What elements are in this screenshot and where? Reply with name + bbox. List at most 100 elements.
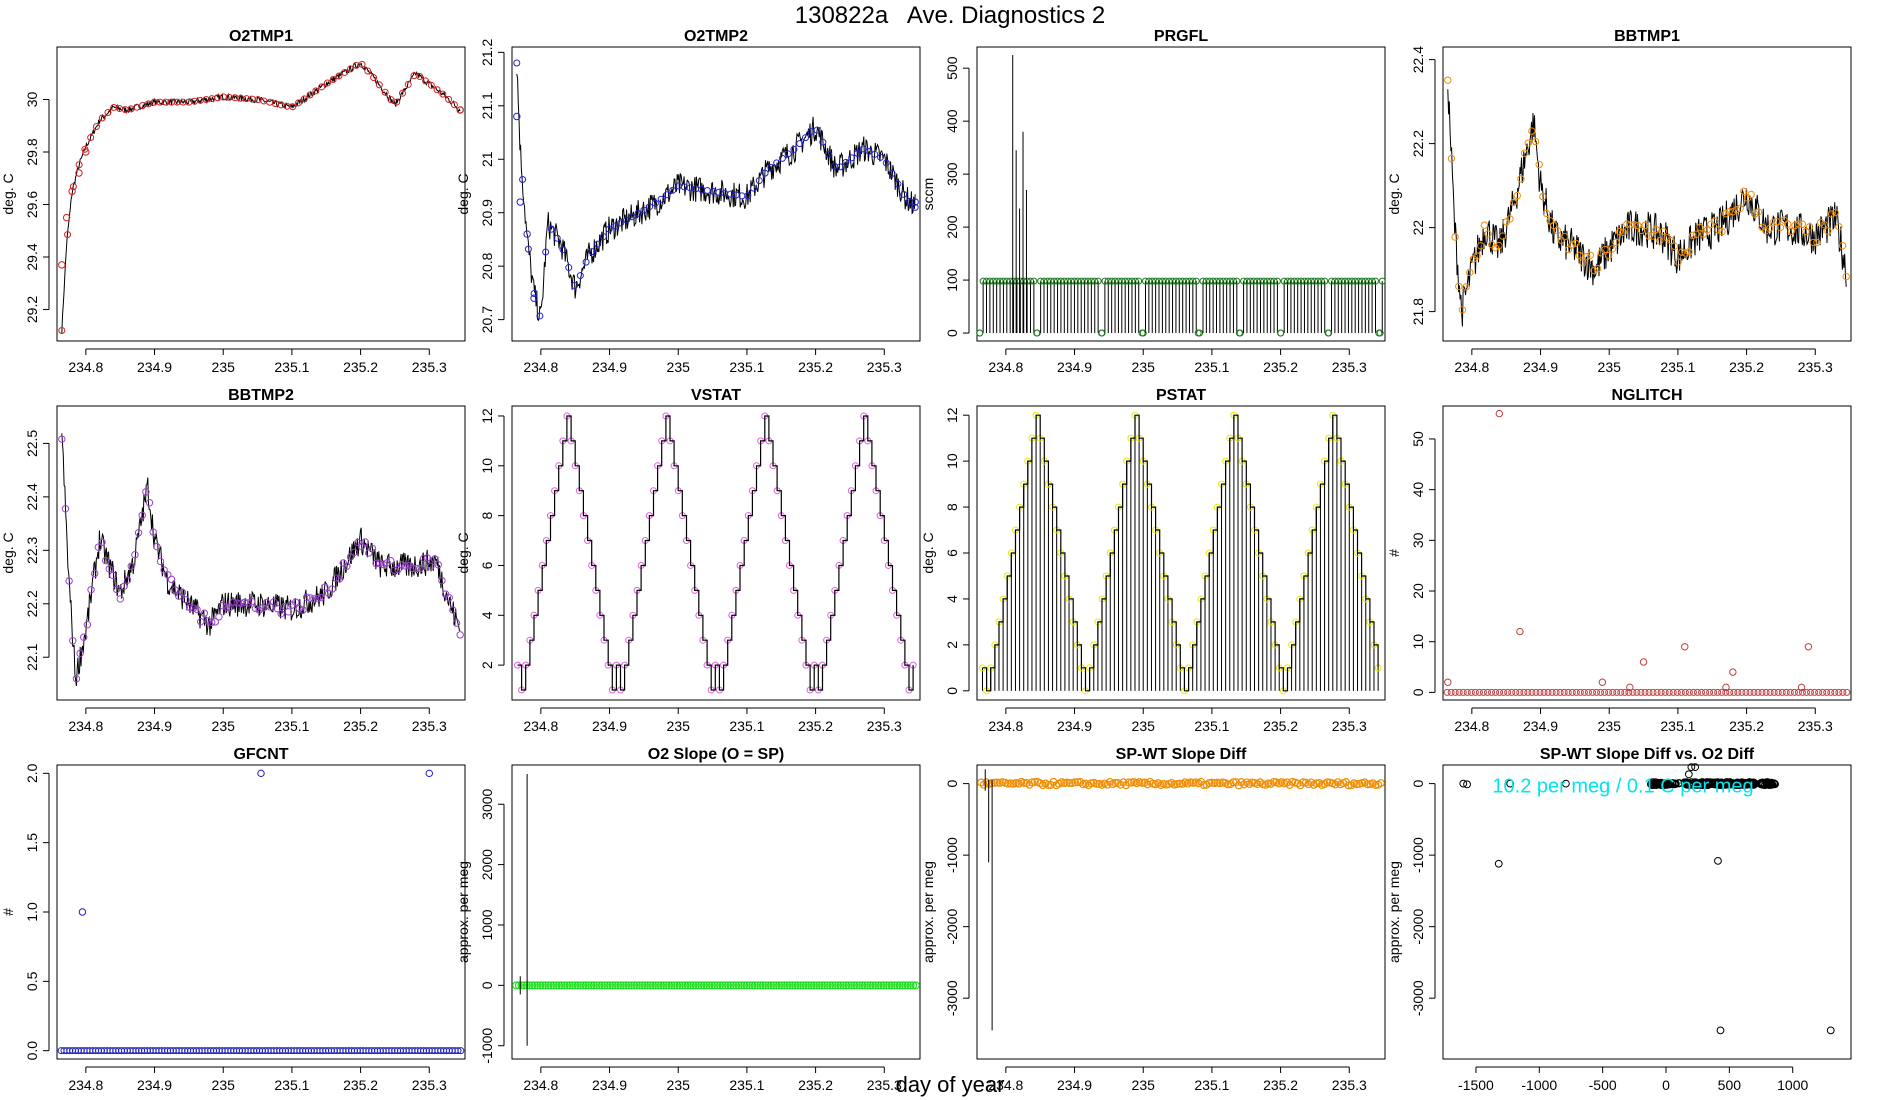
data-point [1698,688,1706,696]
x-tick-label: 235.1 [1660,359,1695,375]
data-point [1776,223,1785,232]
data-point [767,981,776,990]
data-point [1376,779,1385,788]
data-point [579,981,588,990]
data-point [1495,409,1504,418]
series-line [517,415,914,691]
data-point [552,981,561,990]
data-point [1492,688,1500,696]
data-point [839,981,848,990]
chart-title: PRGFL [1154,28,1208,45]
x-tick-label: 234.9 [137,1077,172,1093]
data-point [332,574,340,582]
data-point [1827,688,1835,696]
y-axis-label: sccm [920,178,936,211]
chart-title: NGLITCH [1611,387,1682,404]
data-point [1233,277,1241,285]
data-point [75,161,83,169]
data-point [1540,688,1548,696]
data-point [573,981,582,990]
chart-o2-slope-o-sp: O2 Slope (O = SP) 234.8 234.9 235 235.1 235.2… [455,746,921,1093]
data-point [651,199,659,207]
data-point [1488,688,1496,696]
data-point [1580,688,1588,696]
data-point [885,981,894,990]
data-point [807,981,816,990]
data-point [1659,227,1668,235]
data-point [817,981,826,990]
data-point [430,555,439,563]
chart-title: GFCNT [233,746,288,763]
data-point [145,499,154,507]
data-point [1766,688,1774,696]
y-tick-label: 3000 [479,788,495,819]
data-point [1539,192,1547,201]
data-point [630,981,639,990]
data-point [313,594,322,603]
x-tick-label: 235.2 [1729,359,1764,375]
data-point [718,981,727,990]
data-point [767,163,775,171]
y-tick-label: 8 [479,512,495,520]
data-point [404,80,412,88]
data-point [669,186,677,194]
data-point [134,529,143,537]
chart-title: SP-WT Slope Diff [1116,746,1247,763]
data-point [791,981,800,990]
data-point [357,542,366,551]
data-point [699,981,708,990]
data-point [1766,779,1775,788]
data-point [588,248,596,256]
data-point [425,769,433,778]
data-point [109,571,117,580]
data-point [1696,223,1704,232]
data-point [1625,688,1633,696]
data-point [756,981,765,990]
data-point [292,598,300,606]
data-point [65,577,73,585]
data-point [1682,780,1691,789]
x-tick-label: 235.3 [867,359,902,375]
data-point [758,981,767,990]
x-tick-label: 235.2 [1263,1077,1298,1093]
data-point [1028,778,1037,787]
data-point [742,981,751,990]
data-point [1444,678,1452,686]
data-point [87,134,95,142]
data-point [1556,688,1564,696]
data-point [368,544,377,553]
y-tick-label: 29.6 [24,191,40,218]
data-point [842,158,850,166]
data-point [1791,221,1799,230]
data-point [289,103,297,111]
data-point [1520,149,1529,157]
data-point [993,778,1002,787]
y-tick-label: -3000 [1410,980,1426,1016]
data-point [1516,688,1524,696]
data-point [640,206,648,214]
data-point [595,981,604,990]
data-point [726,981,735,990]
data-point [1143,780,1152,789]
chart-title: O2TMP2 [684,28,748,45]
data-point [705,981,714,990]
axes [963,414,1350,714]
data-point [606,981,615,990]
data-point [226,603,234,612]
data-point [1568,241,1576,249]
data-point [853,149,861,157]
data-point [513,59,521,67]
data-point [273,604,282,613]
data-point [597,981,606,990]
data-point [393,98,401,106]
data-point [58,327,66,334]
data-point [533,981,542,990]
data-point [632,981,641,990]
data-point [1466,268,1474,277]
data-point [1172,779,1181,788]
data-point [1764,780,1774,789]
data-point [1645,688,1653,696]
data-point [1073,778,1082,787]
data-point [1826,1026,1835,1035]
data-point [1634,221,1642,230]
